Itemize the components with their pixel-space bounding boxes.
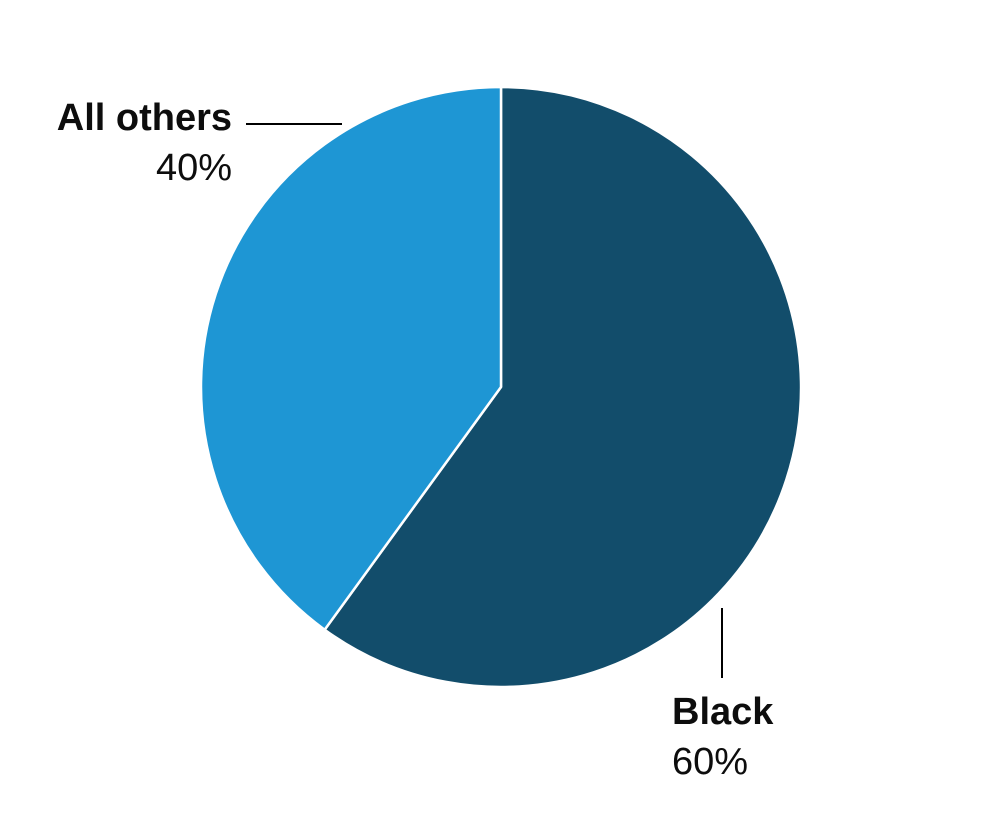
slice-label-others-value: 40% (156, 147, 232, 189)
leader-lines (246, 123, 723, 678)
pie-slices (199, 85, 803, 689)
slice-label-black-value: 60% (672, 741, 748, 783)
slice-labels: All others 40% Black 60% (57, 97, 775, 783)
pie-slice-black (323, 85, 803, 689)
slice-label-black-name: Black (672, 691, 774, 733)
slice-label-others-name: All others (57, 97, 232, 139)
pie-slice-all-others (199, 85, 503, 631)
